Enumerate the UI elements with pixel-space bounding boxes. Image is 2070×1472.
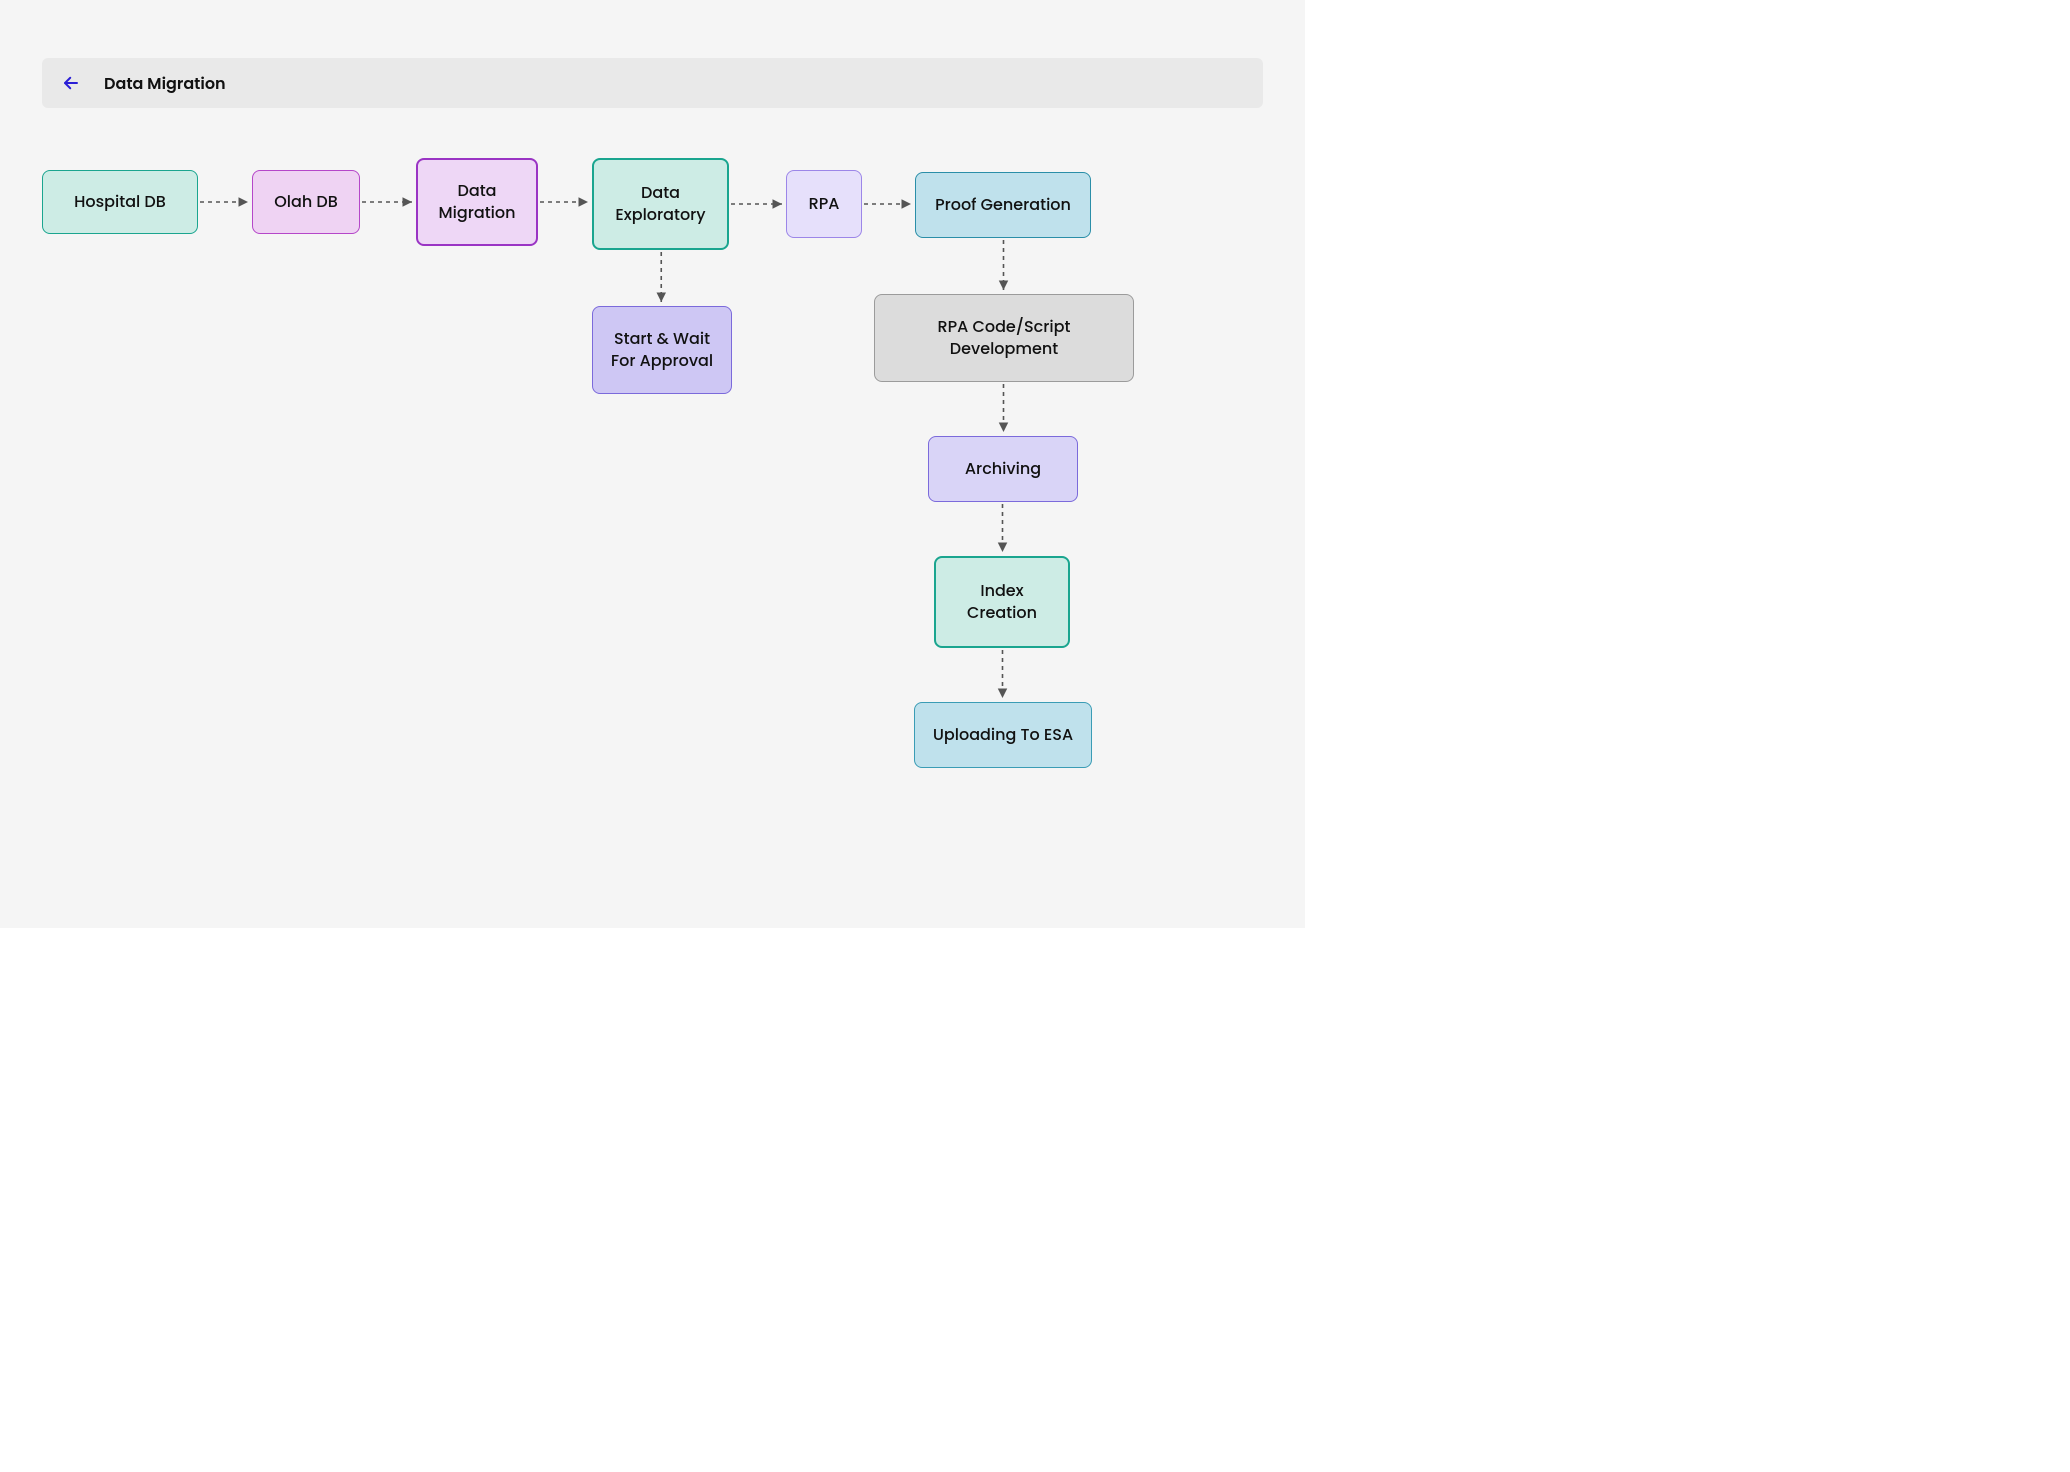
- node-label: Data Migration: [430, 180, 524, 223]
- node-label: Uploading To ESA: [933, 724, 1073, 746]
- crop-mark-br: [1291, 914, 1305, 928]
- node-label: Archiving: [965, 458, 1041, 480]
- node-index-create[interactable]: Index Creation: [934, 556, 1070, 648]
- node-upload-esa[interactable]: Uploading To ESA: [914, 702, 1092, 768]
- node-data-expl[interactable]: Data Exploratory: [592, 158, 729, 250]
- crop-mark-bl: [0, 914, 14, 928]
- page: Data Migration Hospital DB Olah DB Data Mi…: [0, 0, 1305, 928]
- node-data-migration[interactable]: Data Migration: [416, 158, 538, 246]
- node-rpa[interactable]: RPA: [786, 170, 862, 238]
- node-approval[interactable]: Start & Wait For Approval: [592, 306, 732, 394]
- node-label: RPA: [809, 193, 840, 215]
- node-archiving[interactable]: Archiving: [928, 436, 1078, 502]
- node-olah-db[interactable]: Olah DB: [252, 170, 360, 234]
- page-title: Data Migration: [104, 71, 226, 96]
- back-arrow-icon[interactable]: [62, 74, 80, 92]
- crop-mark-tr: [1291, 0, 1305, 14]
- node-label: Proof Generation: [935, 194, 1071, 216]
- flowchart-canvas: Hospital DB Olah DB Data Migration Data Exp…: [42, 108, 1263, 928]
- node-hospital-db[interactable]: Hospital DB: [42, 170, 198, 234]
- crop-mark-tl: [0, 0, 14, 14]
- node-proof-gen[interactable]: Proof Generation: [915, 172, 1091, 238]
- node-label: Start & Wait For Approval: [605, 328, 719, 371]
- node-label: Hospital DB: [74, 191, 166, 213]
- header-bar: Data Migration: [42, 58, 1263, 108]
- node-label: Olah DB: [274, 191, 338, 213]
- node-rpa-dev[interactable]: RPA Code/Script Development: [874, 294, 1134, 382]
- node-label: RPA Code/Script Development: [887, 316, 1121, 359]
- node-label: Index Creation: [948, 580, 1056, 623]
- node-label: Data Exploratory: [606, 182, 715, 225]
